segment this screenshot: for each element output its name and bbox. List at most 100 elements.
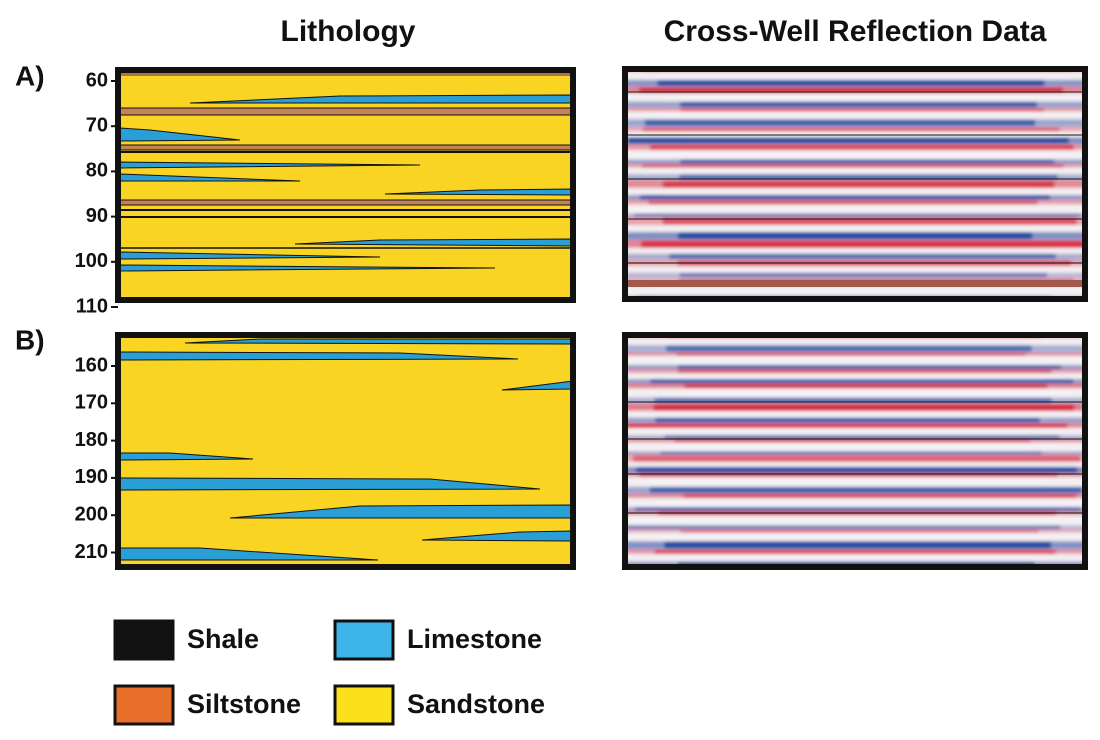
seismic-stripe xyxy=(678,369,1052,374)
seismic-stripe xyxy=(637,429,1042,434)
seismic-stripes xyxy=(625,69,1085,299)
seismic-stripe xyxy=(684,384,1048,388)
depth-tick-label: 100 xyxy=(75,250,108,272)
seismic-stripe xyxy=(680,159,1055,164)
seismic-stripe xyxy=(676,353,1026,356)
seismic-stripe xyxy=(654,397,1052,403)
seismic-stripe xyxy=(678,267,1078,272)
legend-swatch xyxy=(113,619,175,661)
seismic-stripe xyxy=(658,287,1045,294)
reflection-panel-a xyxy=(625,69,1085,299)
seismic-stripe xyxy=(664,435,1060,439)
seismic-stripe xyxy=(662,374,1041,379)
seismic-stripe xyxy=(634,412,1046,417)
lithology-panel-a xyxy=(115,67,576,303)
seismic-stripe xyxy=(677,365,1062,369)
reflection-frame-b xyxy=(622,332,1088,570)
seismic-stripe xyxy=(626,423,1068,428)
depth-tick-label: 70 xyxy=(86,114,108,136)
seismic-stripe xyxy=(663,181,1055,188)
seismic-stripe xyxy=(644,168,1054,173)
reflection-header: Cross-Well Reflection Data xyxy=(664,15,1047,48)
seismic-stripe xyxy=(680,530,1039,533)
legend-label: Shale xyxy=(187,624,259,654)
seismic-stripe xyxy=(661,451,1042,454)
seismic-stripe xyxy=(680,389,1074,396)
seismic-stripe xyxy=(665,444,1028,451)
seismic-stripe xyxy=(674,439,1031,443)
depth-tick-label: 110 xyxy=(76,295,108,317)
depth-tick-label: 160 xyxy=(75,354,108,376)
seismic-stripe xyxy=(657,80,1044,86)
seismic-stripe xyxy=(659,112,1031,118)
seismic-stripe xyxy=(650,379,1074,384)
legend-label: Limestone xyxy=(407,624,542,654)
seismic-stripe xyxy=(679,174,1058,180)
depth-tick-label: 210 xyxy=(75,541,108,563)
seismic-stripe xyxy=(666,345,1032,352)
depth-tick-label: 60 xyxy=(86,69,108,91)
seismic-stripe xyxy=(649,487,1082,493)
seismic-stripe xyxy=(680,102,1037,107)
depth-tick-label: 180 xyxy=(75,429,108,451)
seismic-stripe xyxy=(668,555,1046,561)
seismic-stripe xyxy=(631,206,1036,213)
panel-label: A) xyxy=(15,60,45,91)
seismic-stripe xyxy=(625,525,1061,529)
seismic-stripe xyxy=(662,218,1077,225)
seismic-stripe xyxy=(679,272,1047,278)
legend-swatch xyxy=(113,684,175,726)
seismic-stripe xyxy=(629,517,1061,524)
marker-band xyxy=(625,280,1085,287)
depth-tick-label: 80 xyxy=(86,160,108,182)
seismic-stripe xyxy=(653,404,1074,411)
seismic-stripe xyxy=(628,137,1069,144)
seismic-stripe xyxy=(681,132,1052,137)
seismic-stripe xyxy=(670,357,1060,364)
seismic-stripe xyxy=(655,499,1078,506)
legend-label: Sandstone xyxy=(407,689,545,719)
seismic-stripe xyxy=(633,455,1081,462)
reflection-frame-a xyxy=(622,66,1088,302)
depth-tick-label: 90 xyxy=(86,205,108,227)
seismic-stripe xyxy=(669,253,1056,259)
seismic-stripe xyxy=(678,232,1032,239)
panel-label: B) xyxy=(15,324,45,355)
depth-tick-label: 190 xyxy=(75,466,108,488)
seismic-stripe xyxy=(680,108,1044,112)
seismic-stripe xyxy=(639,473,1058,477)
lithology-panel-b xyxy=(115,332,576,570)
seismic-stripe xyxy=(642,164,1064,168)
seismic-stripe xyxy=(660,226,1077,231)
seismic-stripe xyxy=(639,87,1063,93)
seismic-stripe xyxy=(666,94,1082,100)
reflection-panel-b xyxy=(625,335,1085,567)
seismic-stripe xyxy=(645,119,1035,126)
seismic-stripe xyxy=(666,189,1029,194)
legend-swatch xyxy=(333,619,395,661)
seismic-stripe xyxy=(648,200,1038,205)
seismic-stripe xyxy=(642,127,1060,132)
seismic-stripe xyxy=(664,542,1051,549)
seismic-stripe xyxy=(630,463,1085,466)
seismic-stripe xyxy=(629,249,1085,253)
seismic-stripe xyxy=(628,151,1064,158)
seismic-stripe xyxy=(655,417,1040,423)
seismic-stripe xyxy=(650,478,1045,485)
seismic-stripe xyxy=(656,73,1066,79)
seismic-stripe xyxy=(636,467,1077,473)
seismic-stripe xyxy=(650,145,1074,150)
lithology-header: Lithology xyxy=(281,15,416,48)
depth-tick-label: 200 xyxy=(75,503,108,525)
seismic-stripe xyxy=(640,195,1050,200)
seismic-stripe xyxy=(626,339,1079,344)
seismic-stripe xyxy=(641,241,1085,248)
seismic-stripe xyxy=(683,494,1076,498)
legend-label: Siltstone xyxy=(187,689,301,719)
seismic-stripe xyxy=(651,534,1034,540)
depth-tick-label: 170 xyxy=(75,392,108,414)
seismic-stripe xyxy=(634,213,1081,217)
legend-swatch xyxy=(333,684,395,726)
